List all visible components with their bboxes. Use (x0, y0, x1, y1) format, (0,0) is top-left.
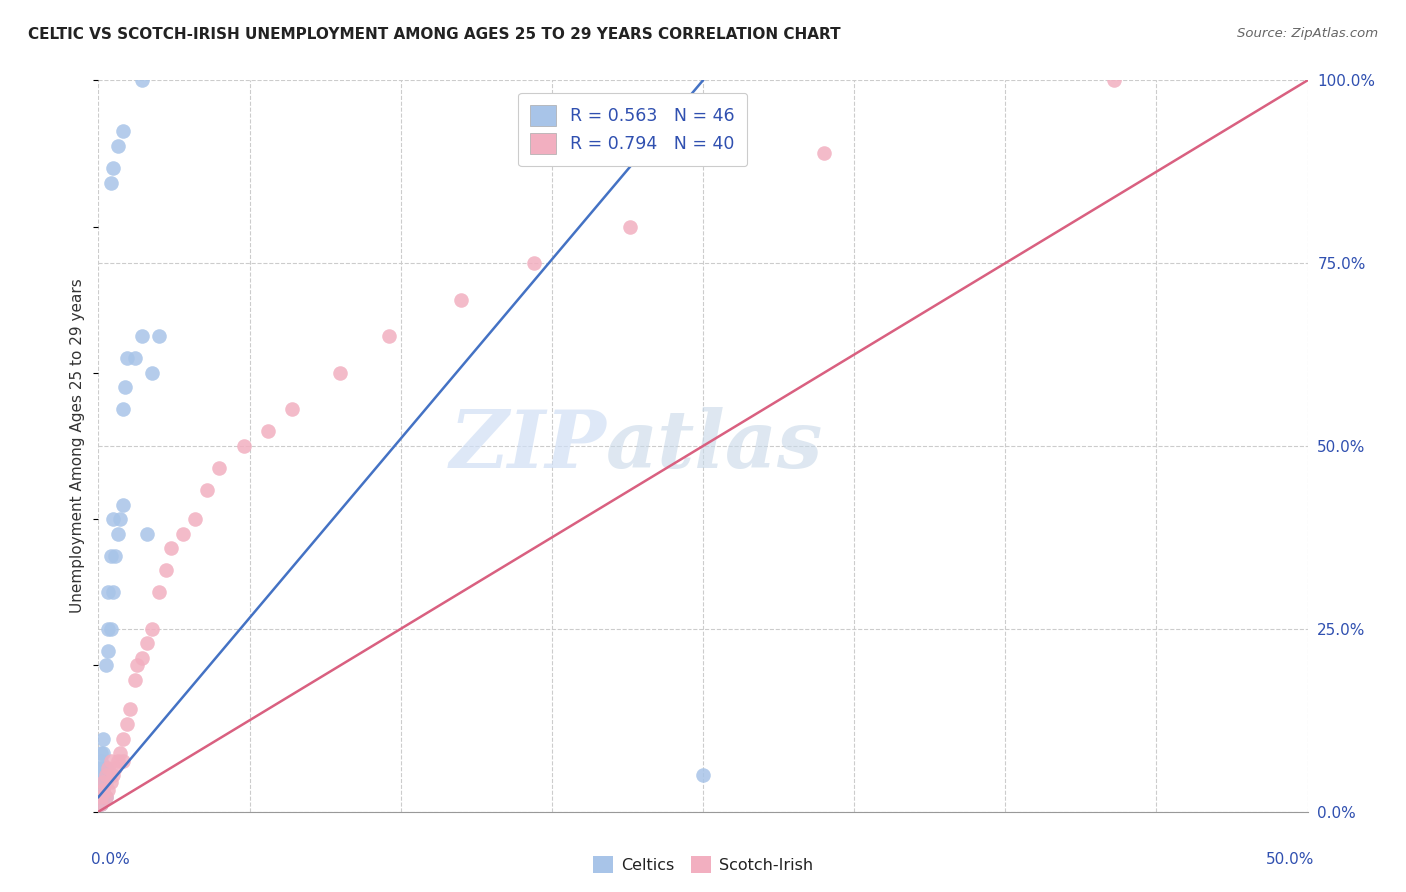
Point (692, 768, 714, 782)
Point (107, 526, 129, 541)
Point (108, 512, 131, 526)
Text: atlas: atlas (606, 408, 824, 484)
Point (114, 380, 136, 394)
Point (97, 644, 120, 658)
Point (104, 761, 127, 775)
Point (90, 790, 112, 805)
Point (111, 731, 134, 746)
Point (232, 439, 254, 453)
Point (111, 498, 134, 512)
Point (377, 329, 399, 343)
Y-axis label: Unemployment Among Ages 25 to 29 years: Unemployment Among Ages 25 to 29 years (70, 278, 86, 614)
Text: Source: ZipAtlas.com: Source: ZipAtlas.com (1237, 27, 1378, 40)
Point (450, 293, 472, 307)
Text: CELTIC VS SCOTCH-IRISH UNEMPLOYMENT AMONG AGES 25 TO 29 YEARS CORRELATION CHART: CELTIC VS SCOTCH-IRISH UNEMPLOYMENT AMON… (28, 27, 841, 42)
Point (90, 782, 112, 797)
Point (118, 702, 141, 716)
Point (91, 775, 114, 789)
Point (90, 761, 112, 775)
Point (91, 790, 114, 805)
Point (208, 461, 231, 475)
Text: 50.0%: 50.0% (1267, 852, 1315, 867)
Point (94, 790, 117, 805)
Point (523, 256, 546, 270)
Point (107, 754, 129, 768)
Point (90, 775, 112, 789)
Point (101, 512, 124, 526)
Point (104, 549, 127, 563)
Point (124, 673, 146, 687)
Legend: R = 0.563   N = 46, R = 0.794   N = 40: R = 0.563 N = 46, R = 0.794 N = 40 (519, 93, 747, 166)
Point (100, 176, 122, 190)
Point (91, 775, 114, 789)
Point (329, 366, 352, 380)
Point (107, 139, 129, 153)
Point (172, 526, 194, 541)
Point (90, 797, 112, 812)
Point (90, 797, 112, 812)
Point (101, 161, 124, 175)
Point (127, 658, 149, 673)
Point (111, 754, 134, 768)
Point (135, 636, 157, 650)
Point (94, 761, 117, 775)
Point (90, 790, 112, 805)
Point (100, 622, 122, 636)
Point (281, 402, 304, 417)
Point (141, 366, 163, 380)
Point (131, 329, 153, 343)
Point (101, 768, 124, 782)
Point (1102, 73, 1125, 87)
Point (100, 549, 122, 563)
Point (91, 731, 114, 746)
Point (813, 146, 835, 161)
Point (131, 651, 153, 665)
Point (91, 761, 114, 775)
Text: ZIP: ZIP (450, 408, 606, 484)
Point (91, 768, 114, 782)
Point (91, 782, 114, 797)
Point (94, 768, 117, 782)
Point (90, 746, 112, 760)
Point (148, 585, 170, 599)
Point (117, 717, 139, 731)
Point (148, 329, 170, 343)
Point (90, 754, 112, 768)
Point (184, 512, 207, 526)
Text: 0.0%: 0.0% (91, 852, 131, 867)
Point (90, 768, 112, 782)
Point (160, 541, 183, 556)
Point (619, 219, 641, 234)
Point (155, 563, 177, 577)
Point (90, 790, 112, 805)
Point (195, 483, 218, 497)
Point (97, 585, 120, 599)
Point (94, 790, 117, 805)
Point (111, 402, 134, 417)
Point (117, 351, 139, 366)
Point (101, 585, 124, 599)
Point (91, 782, 114, 797)
Point (131, 73, 153, 87)
Point (141, 622, 163, 636)
Point (94, 775, 117, 789)
Point (97, 761, 120, 775)
Point (94, 658, 117, 673)
Point (256, 425, 278, 439)
Legend: Celtics, Scotch-Irish: Celtics, Scotch-Irish (586, 849, 820, 880)
Point (108, 746, 131, 760)
Point (97, 782, 120, 797)
Point (97, 622, 120, 636)
Point (135, 526, 157, 541)
Point (124, 351, 146, 366)
Point (111, 124, 134, 138)
Point (100, 754, 122, 768)
Point (100, 775, 122, 789)
Point (90, 782, 112, 797)
Point (91, 746, 114, 760)
